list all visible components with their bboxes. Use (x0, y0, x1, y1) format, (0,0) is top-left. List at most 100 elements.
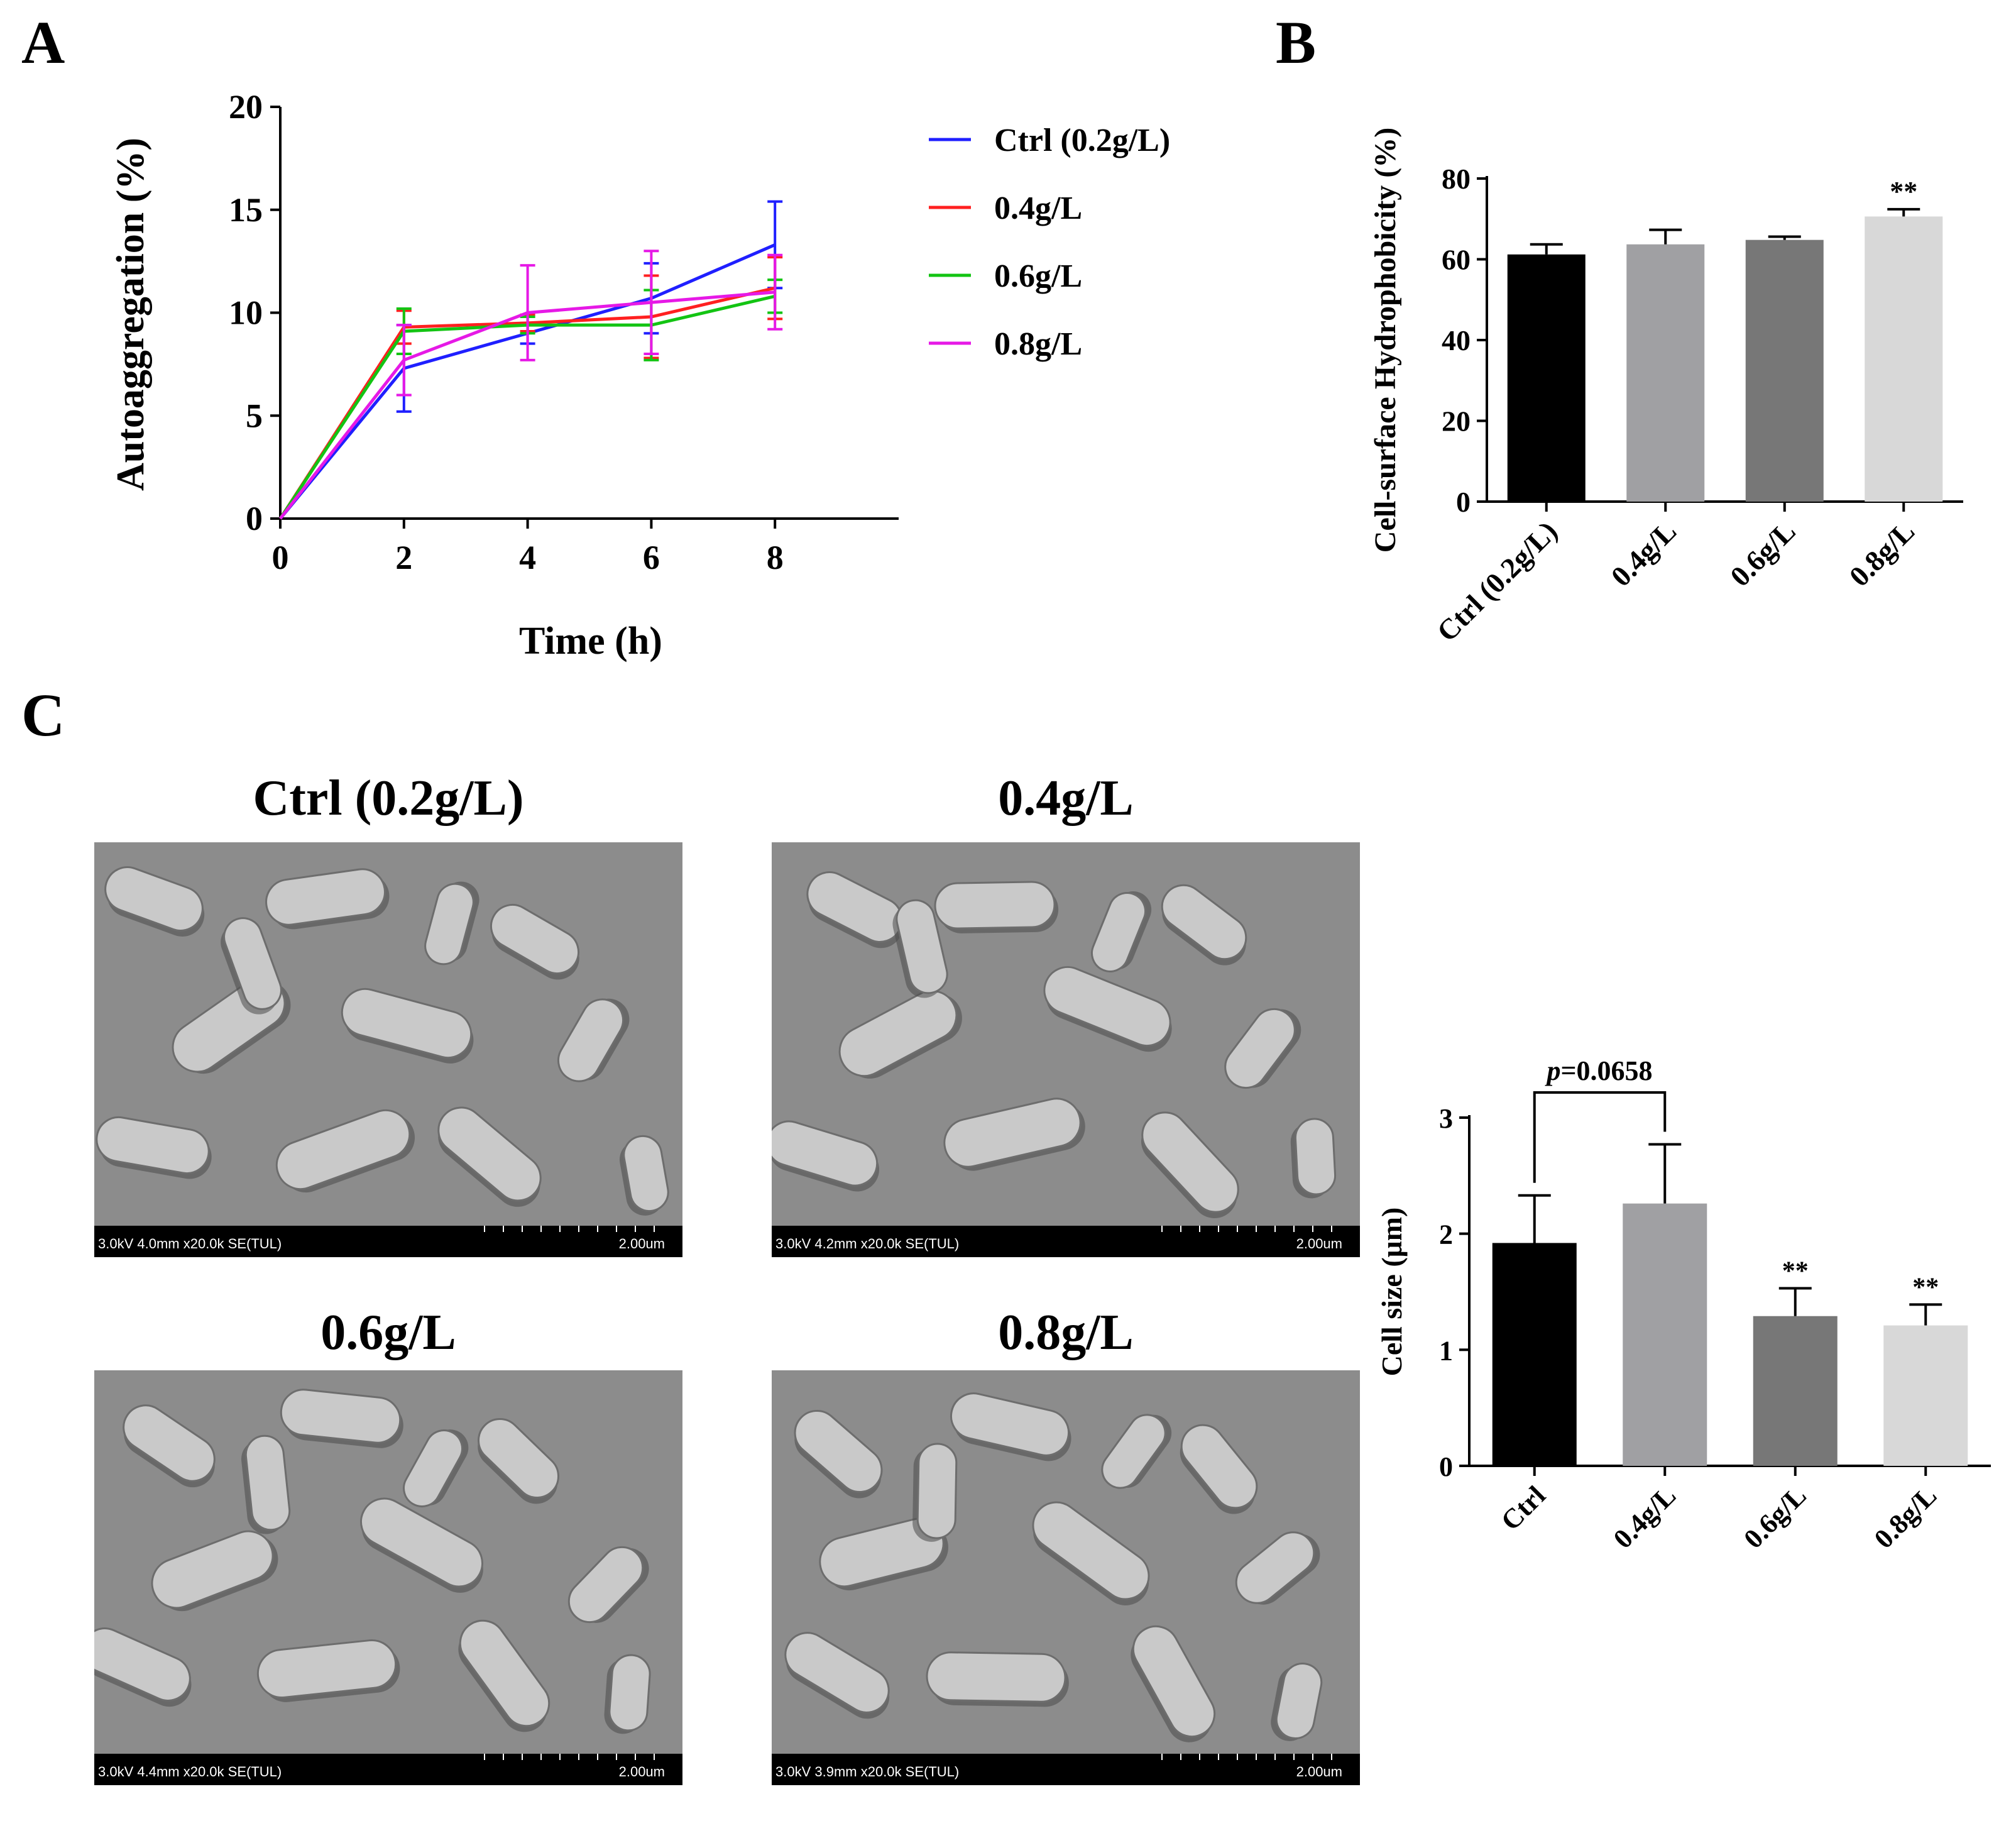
bacterial-cell (265, 868, 386, 926)
bacterial-cell (478, 1418, 559, 1499)
x-tick-label: 0.4g/L (1605, 515, 1683, 593)
y-tick-label: 0 (246, 500, 263, 537)
sem-texture (94, 842, 682, 1226)
y-axis-title: Cell-surface Hydrophobicity (%) (1369, 128, 1402, 553)
y-tick-label: 2 (1439, 1219, 1453, 1250)
sem-texture (772, 1370, 1360, 1754)
bacterial-cell (424, 883, 474, 966)
bacterial-cell (1180, 1424, 1258, 1509)
y-tick-label: 15 (229, 191, 263, 229)
y-tick-label: 60 (1442, 244, 1471, 276)
x-tick-label: 8 (767, 539, 784, 576)
y-tick-label: 0 (1439, 1451, 1453, 1482)
bar (1626, 244, 1705, 502)
bacterial-cell (784, 1632, 890, 1714)
sem-title-04: 0.4g/L (998, 771, 1134, 826)
y-tick-label: 20 (1442, 405, 1471, 437)
bacterial-cell (1235, 1531, 1315, 1604)
bacterial-cell (1132, 1625, 1216, 1738)
y-tick-label: 0 (1456, 486, 1471, 518)
sem-info: 3.0kV 4.2mm x20.0k SE(TUL) (775, 1236, 960, 1252)
bacterial-cell (1141, 1111, 1239, 1213)
sem-info: 3.0kV 4.0mm x20.0k SE(TUL) (98, 1236, 282, 1252)
bacterial-cell (838, 989, 958, 1077)
hydrophobicity-bar-chart: 0 20 40 60 80 Cell-surface Hydrophobicity (%)… (1369, 128, 1963, 647)
panel-letter-c: C (21, 681, 65, 749)
x-tick-label: 0.6g/L (1724, 515, 1802, 593)
bacterial-cell (275, 1109, 411, 1191)
bacterial-cell (896, 899, 948, 994)
sem-scale: 2.00um (1296, 1236, 1342, 1252)
x-tick-label: 6 (643, 539, 660, 576)
bacterial-cell (1091, 892, 1146, 972)
sem-title-06: 0.6g/L (320, 1305, 456, 1360)
bacterial-cell (916, 1443, 958, 1539)
x-tick-label: 0.8g/L (1868, 1480, 1942, 1554)
sem-info-bar: 3.0kV 4.0mm x20.0k SE(TUL) 2.00um (94, 1226, 682, 1257)
sem-image-08: 3.0kV 3.9mm x20.0k SE(TUL) 2.00um (772, 1370, 1360, 1785)
sem-texture (94, 1370, 682, 1754)
legend-label: 0.6g/L (994, 258, 1082, 294)
autoaggregation-line-chart: 0 5 10 15 20 0 2 4 6 8 Time (h) Autoaggregation (%)… (109, 88, 1170, 663)
x-tick-label: 4 (519, 539, 536, 576)
bacterial-cell (490, 904, 580, 974)
bacterial-cell (256, 1639, 397, 1699)
y-tick-label: 10 (229, 294, 263, 332)
bacterial-cell (123, 1404, 216, 1482)
sem-info: 3.0kV 4.4mm x20.0k SE(TUL) (98, 1764, 282, 1780)
bacterial-cell (244, 1434, 291, 1531)
bacterial-cell (104, 866, 204, 932)
legend-label: 0.4g/L (994, 190, 1082, 226)
legend-label: 0.8g/L (994, 326, 1082, 362)
bacterial-cell (1032, 1501, 1150, 1600)
bacterial-cell (943, 1098, 1082, 1168)
bacterial-cell (280, 1389, 402, 1444)
bacterial-cell (623, 1135, 669, 1213)
bacterial-cell (459, 1619, 551, 1727)
bacterial-cell (1161, 884, 1247, 960)
scale-ticks (484, 1226, 672, 1232)
panel-letter-b: B (1276, 9, 1317, 76)
bacterial-cell (1294, 1118, 1337, 1196)
bacterial-cell (403, 1429, 463, 1507)
sem-info-bar: 3.0kV 4.4mm x20.0k SE(TUL) 2.00um (94, 1754, 682, 1785)
x-axis-title: Time (h) (519, 620, 662, 663)
bar (1623, 1203, 1707, 1466)
y-axis-title: Cell size (μm) (1376, 1208, 1408, 1377)
bacterial-cell (1275, 1663, 1323, 1739)
significance-bracket (1533, 1091, 1667, 1183)
sem-image-ctrl: 3.0kV 4.0mm x20.0k SE(TUL) 2.00um (94, 842, 682, 1257)
bacterial-cell (360, 1497, 483, 1588)
bacterial-cell (223, 917, 282, 1010)
y-tick-label: 5 (246, 397, 263, 434)
sem-texture (772, 842, 1360, 1226)
bar (1753, 1316, 1838, 1466)
y-tick-label: 40 (1442, 324, 1471, 356)
bacterial-cell (794, 1409, 883, 1494)
bacterial-cell (437, 1106, 542, 1202)
significance-label: ** (1912, 1273, 1939, 1302)
bacterial-cell (772, 1120, 879, 1187)
sem-scale: 2.00um (618, 1236, 665, 1252)
bar (1492, 1243, 1577, 1466)
sem-scale: 2.00um (618, 1764, 665, 1780)
bacterial-cell (1101, 1414, 1166, 1489)
sem-image-04: 3.0kV 4.2mm x20.0k SE(TUL) 2.00um (772, 842, 1360, 1257)
y-tick-label: 80 (1442, 163, 1471, 195)
bar (1883, 1325, 1968, 1466)
bacterial-cell (608, 1654, 651, 1732)
bacterial-cell (341, 988, 473, 1059)
sem-info-bar: 3.0kV 4.2mm x20.0k SE(TUL) 2.00um (772, 1226, 1360, 1257)
bar (1745, 239, 1824, 502)
x-tick-label: 0.8g/L (1843, 515, 1921, 593)
sem-image-06: 3.0kV 4.4mm x20.0k SE(TUL) 2.00um (94, 1370, 682, 1785)
x-tick-label: 0.6g/L (1738, 1480, 1812, 1554)
x-tick-label: Ctrl (1495, 1480, 1552, 1536)
x-tick-label: 0.4g/L (1608, 1480, 1682, 1554)
sem-info-bar: 3.0kV 3.9mm x20.0k SE(TUL) 2.00um (772, 1754, 1360, 1785)
legend-label: Ctrl (0.2g/L) (994, 123, 1170, 158)
scale-ticks (484, 1754, 672, 1760)
significance-label: ** (1782, 1257, 1809, 1285)
sem-info: 3.0kV 3.9mm x20.0k SE(TUL) (775, 1764, 960, 1780)
bacterial-cell (934, 881, 1056, 930)
